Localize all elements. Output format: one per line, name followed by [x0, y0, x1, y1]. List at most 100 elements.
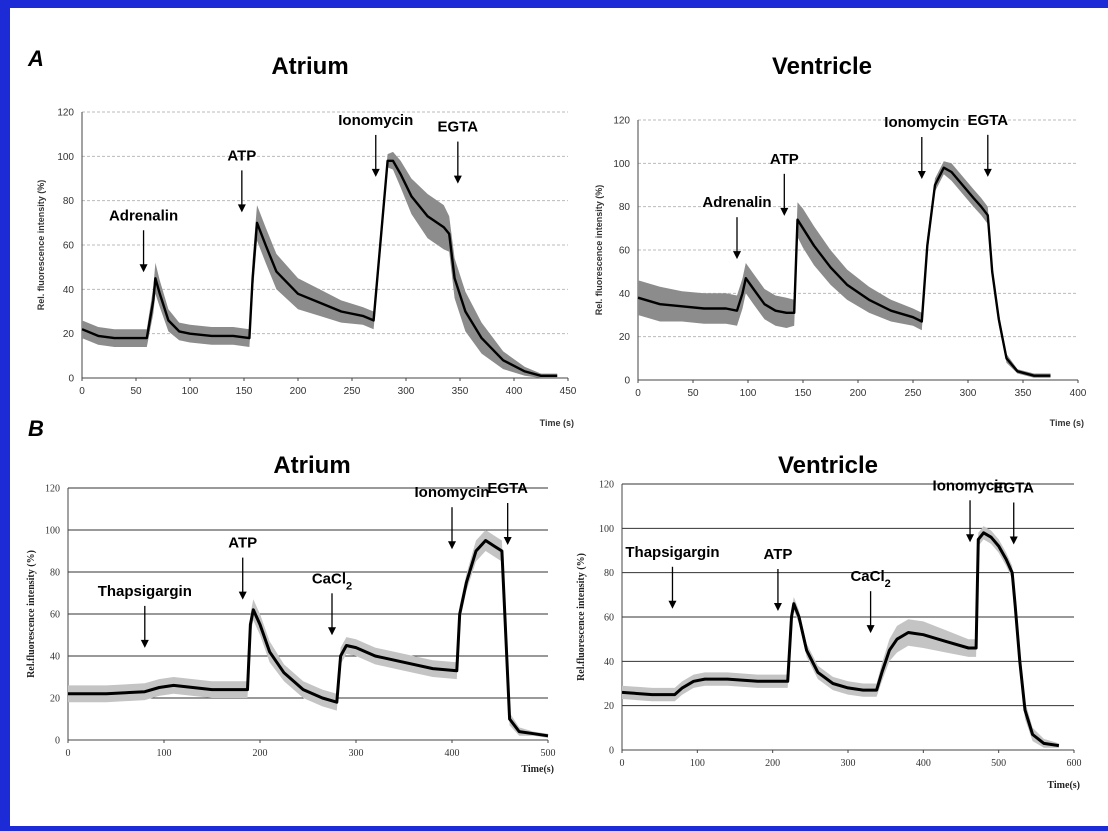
chart-title: Atrium	[273, 452, 350, 479]
y-axis-label: Rel.fluorescence intensity (%)	[26, 550, 37, 678]
annotation-subscript: 2	[346, 580, 352, 592]
y-tick-label: 20	[63, 329, 75, 340]
x-tick-label: 100	[740, 388, 757, 399]
y-tick-label: 20	[619, 332, 631, 343]
annotation: ATP	[228, 535, 257, 600]
annotation-arrow-head	[503, 537, 512, 545]
x-tick-label: 0	[620, 758, 625, 769]
y-axis-label: Rel. fluorescence intensity (%)	[36, 180, 46, 311]
x-axis-label: Time (s)	[1050, 418, 1084, 428]
y-tick-label: 100	[613, 159, 630, 170]
annotation-label-text: Ionomycin	[933, 477, 1008, 494]
annotation: Thapsigargin	[625, 544, 720, 609]
series-line	[81, 159, 558, 377]
annotation-label-text: ATP	[228, 535, 257, 552]
annotation-label: ATP	[770, 151, 799, 168]
series-error-band	[82, 151, 558, 378]
annotation-label-text: Thapsigargin	[625, 544, 719, 561]
x-tick-label: 0	[66, 748, 71, 759]
x-axis-label: Time(s)	[1047, 780, 1080, 791]
annotation-label: CaCl2	[850, 568, 890, 590]
annotation: Ionomycin	[414, 484, 490, 550]
annotation-label: Ionomycin	[933, 477, 1008, 494]
y-tick-label: 60	[63, 241, 75, 252]
x-tick-label: 100	[690, 758, 705, 769]
annotation-label: CaCl2	[312, 570, 352, 592]
annotation-arrow-head	[668, 600, 677, 609]
annotation: ATP	[763, 546, 792, 611]
x-tick-label: 200	[765, 758, 780, 769]
y-tick-label: 80	[604, 568, 614, 579]
annotation-subscript: 2	[885, 578, 891, 590]
annotation: CaCl2	[312, 570, 352, 636]
annotation-arrow-head	[238, 591, 247, 600]
annotation-label-text: CaCl	[312, 570, 346, 587]
y-tick-label: 80	[50, 568, 60, 579]
annotation-label-text: ATP	[770, 151, 799, 168]
chart-B-ventricle: Ventricle 0 20 40 60 80 100 120 0 100 200 300 400 500…	[576, 452, 1082, 791]
annotation-arrow-head	[983, 168, 992, 177]
x-tick-label: 450	[560, 386, 577, 397]
y-tick-label: 40	[619, 289, 631, 300]
x-tick-label: 600	[1067, 758, 1082, 769]
annotation-label: EGTA	[968, 112, 1009, 129]
annotation: EGTA	[438, 119, 479, 184]
annotation: CaCl2	[850, 568, 891, 634]
x-tick-label: 150	[795, 388, 812, 399]
y-tick-label: 80	[619, 202, 631, 213]
annotation: EGTA	[993, 480, 1034, 545]
series-line	[621, 531, 1060, 748]
annotation-label-text: Ionomycin	[414, 484, 489, 501]
x-tick-label: 300	[960, 388, 977, 399]
annotation-arrow-head	[917, 171, 926, 179]
y-tick-label: 120	[599, 480, 614, 491]
panel-letter-a: A	[27, 46, 44, 71]
annotation-arrow-head	[733, 251, 741, 260]
series-error-band	[638, 161, 1051, 378]
annotation: Ionomycin	[884, 114, 959, 179]
annotation-label: Thapsigargin	[98, 583, 192, 600]
annotation: Adrenalin	[702, 194, 772, 260]
slide: A B Atrium 0 20 40 60 80 100 120 0 50 100 150 200 250…	[10, 8, 1108, 826]
y-tick-label: 40	[50, 652, 60, 663]
y-tick-label: 40	[604, 657, 614, 668]
chart-A-atrium: Atrium 0 20 40 60 80 100 120 0 50 100 150 200 250 300 3…	[36, 53, 577, 428]
x-tick-label: 400	[506, 386, 523, 397]
annotation-label-text: EGTA	[438, 119, 479, 136]
chart-A-ventricle: Ventricle 0 20 40 60 80 100 120 0 50 100 150 200 250 3…	[594, 53, 1087, 428]
y-tick-label: 100	[57, 152, 74, 163]
annotation-label: ATP	[227, 147, 256, 164]
annotation: Ionomycin	[933, 477, 1008, 543]
y-tick-label: 120	[613, 116, 630, 127]
annotation: ATP	[770, 151, 799, 216]
y-tick-label: 40	[63, 285, 75, 296]
annotation: EGTA	[968, 112, 1009, 177]
y-tick-label: 60	[50, 610, 60, 621]
y-tick-label: 0	[68, 374, 74, 385]
annotation-label-text: CaCl	[850, 568, 884, 585]
annotation-label-text: Ionomycin	[884, 114, 959, 131]
annotation-label: ATP	[228, 535, 257, 552]
x-tick-label: 350	[1015, 388, 1032, 399]
chart-title: Ventricle	[778, 452, 878, 479]
x-tick-label: 0	[635, 388, 641, 399]
annotation-label-text: Adrenalin	[702, 194, 771, 211]
annotation-label: EGTA	[438, 119, 479, 136]
annotation-label-text: EGTA	[993, 480, 1034, 497]
annotation-label: Ionomycin	[414, 484, 489, 501]
annotation-arrow-head	[966, 534, 975, 543]
annotation-label: Ionomycin	[884, 114, 959, 131]
y-tick-label: 120	[57, 108, 74, 119]
x-tick-label: 500	[991, 758, 1006, 769]
annotation-arrow-head	[866, 625, 875, 634]
annotation-label: EGTA	[993, 480, 1034, 497]
annotation-label-text: EGTA	[487, 480, 528, 497]
annotation-arrow-head	[371, 168, 380, 177]
annotation-label-text: EGTA	[968, 112, 1009, 129]
series-error-band	[68, 530, 548, 738]
y-tick-label: 100	[45, 526, 60, 537]
annotation-arrow-head	[773, 603, 782, 611]
chart-title: Ventricle	[772, 53, 872, 80]
annotation-label: Adrenalin	[702, 194, 771, 211]
